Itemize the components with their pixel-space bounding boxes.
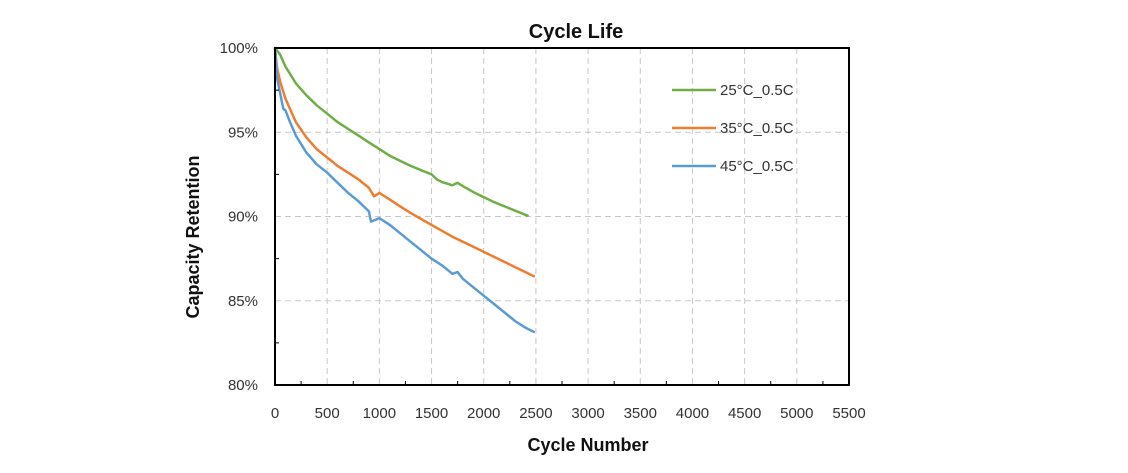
x-tick-label: 0 [271, 405, 279, 422]
x-tick-label: 3500 [624, 405, 657, 422]
y-axis-label: Capacity Retention [183, 155, 203, 318]
y-tick-label: 80% [228, 377, 258, 394]
x-axis-label: Cycle Number [527, 435, 648, 455]
series-line-3 [273, 46, 536, 334]
axis-ticks: 0 500 1000 1500 2000 2500 3000 3500 4000 4500 5000… [220, 40, 866, 422]
y-tick-label: 100% [220, 40, 258, 57]
chart-title: Cycle Life [529, 21, 623, 43]
y-tick-label: 85% [228, 293, 258, 310]
series-line-1 [273, 46, 529, 217]
legend-label: 35°C_0.5C [720, 120, 794, 137]
x-tick-label: 2000 [467, 405, 500, 422]
series-line-2 [273, 46, 536, 278]
x-tick-label: 1000 [363, 405, 396, 422]
y-tick-label: 90% [228, 209, 258, 226]
x-tick-label: 5500 [832, 405, 865, 422]
series-lines [273, 46, 536, 334]
x-tick-label: 3000 [571, 405, 604, 422]
x-tick-label: 4000 [676, 405, 709, 422]
x-tick-label: 1500 [415, 405, 448, 422]
legend-label: 45°C_0.5C [720, 158, 794, 175]
x-tick-label: 500 [315, 405, 340, 422]
legend: 25°C_0.5C 35°C_0.5C 45°C_0.5C [672, 82, 794, 175]
x-tick-label: 5000 [780, 405, 813, 422]
legend-label: 25°C_0.5C [720, 82, 794, 99]
y-tick-label: 95% [228, 124, 258, 141]
x-tick-label: 2500 [519, 405, 552, 422]
x-tick-label: 4500 [728, 405, 761, 422]
